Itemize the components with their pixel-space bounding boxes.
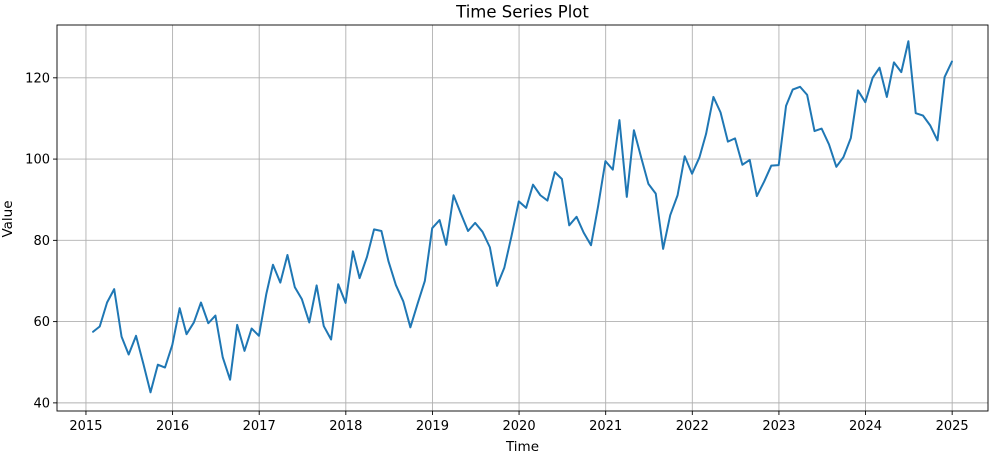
series-line [92,40,953,394]
y-tick-label: 40 [33,396,50,411]
x-tick-label: 2018 [329,419,362,434]
x-tick-label: 2017 [243,419,276,434]
y-axis-label: Value [0,200,16,237]
x-tick-label: 2021 [589,419,622,434]
x-tick-label: 2022 [676,419,709,434]
y-tick-label: 80 [33,234,50,249]
x-tick-label: 2015 [69,419,102,434]
series-line-group [92,40,953,394]
grid-lines [57,25,988,411]
plot-area-frame [56,24,989,412]
x-tick-label: 2024 [849,419,882,434]
x-axis-label: Time [505,439,539,455]
x-tick-label: 2016 [156,419,189,434]
x-tick-label: 2020 [503,419,536,434]
y-tick-label: 60 [33,315,50,330]
y-tick-label: 120 [25,71,50,86]
axis-ticks: 2015 2016 2017 2018 2019 2020 2021 2022 2023 2024… [25,71,969,434]
x-tick-label: 2023 [762,419,795,434]
x-tick-label: 2019 [416,419,449,434]
x-tick-label: 2025 [936,419,969,434]
y-tick-label: 100 [25,153,50,168]
chart-title: Time Series Plot [455,3,589,22]
